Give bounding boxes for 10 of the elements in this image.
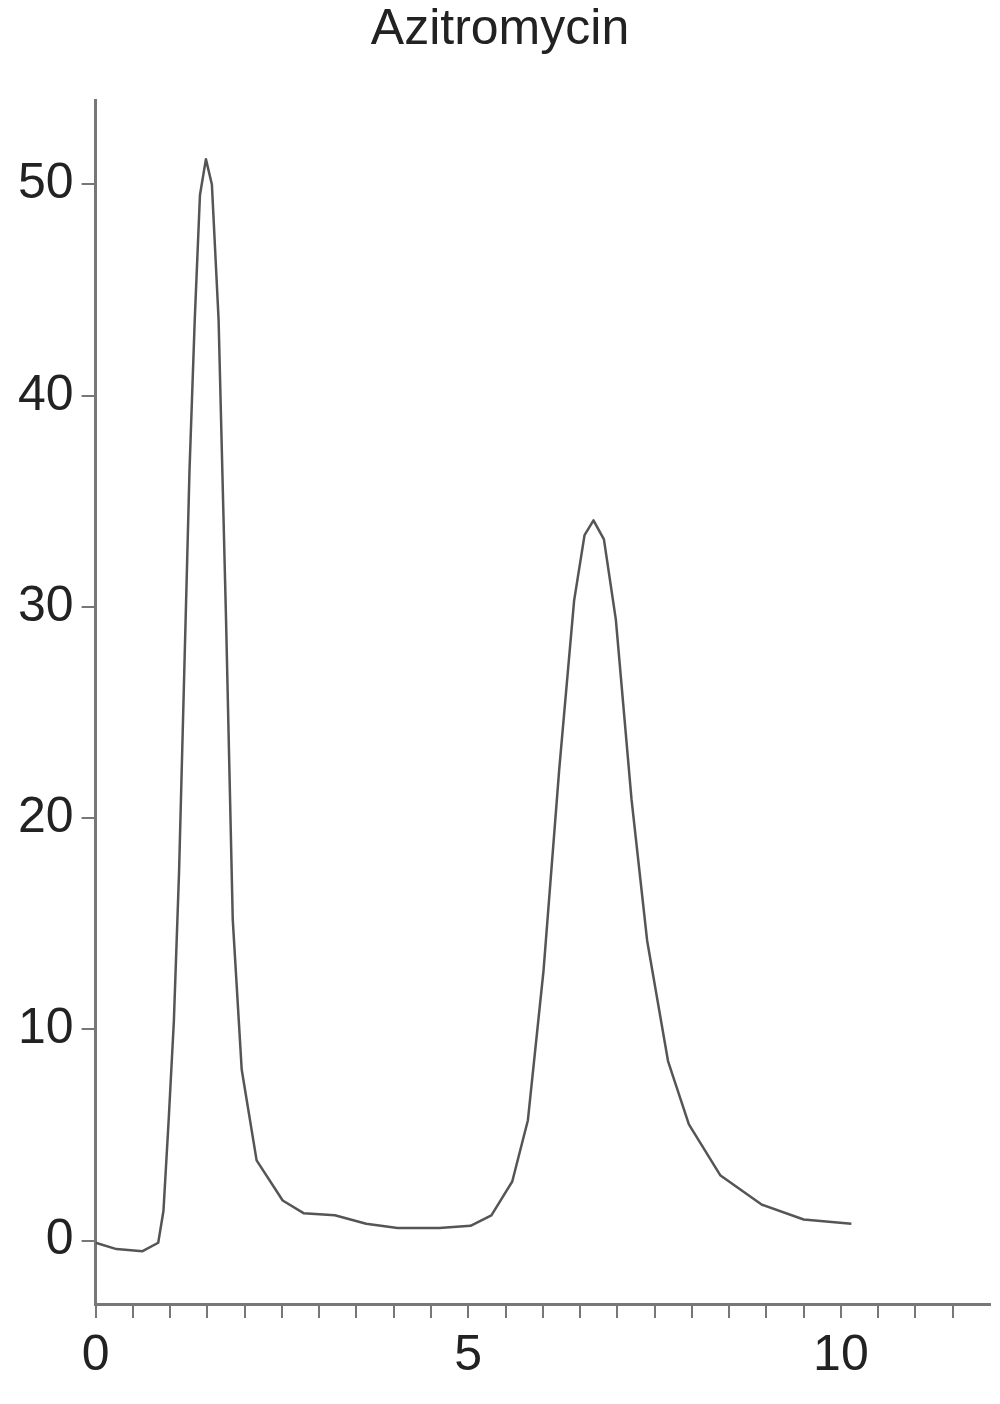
y-tick-label: 10 <box>17 998 74 1055</box>
y-tick-label: 30 <box>17 575 74 632</box>
y-tick-label: 20 <box>17 786 74 843</box>
y-tick-label: 40 <box>17 364 74 421</box>
x-tick-label: 5 <box>454 1324 483 1381</box>
chart-title: Azitromycin <box>370 0 630 55</box>
y-tick-label: 0 <box>45 1209 74 1266</box>
y-tick-label: 50 <box>17 153 74 210</box>
x-tick-label: 0 <box>81 1324 110 1381</box>
x-tick-label: 10 <box>813 1324 869 1381</box>
